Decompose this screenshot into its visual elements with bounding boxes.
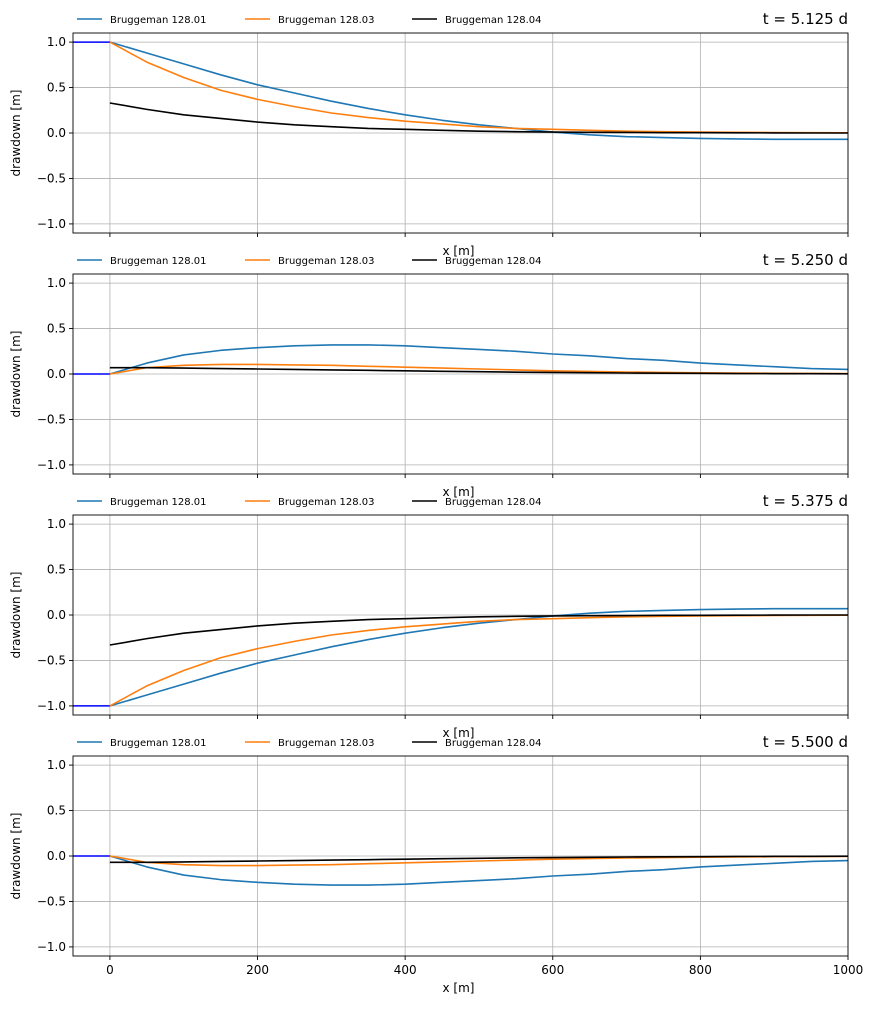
y-axis-label: drawdown [m] — [9, 813, 23, 900]
x-axis-label: x [m] — [443, 981, 475, 995]
series-line-3 — [109, 855, 848, 864]
x-tick-label: 1000 — [833, 963, 864, 977]
y-tick-label: 0.5 — [47, 563, 66, 577]
series-line-3 — [109, 366, 848, 375]
y-tick-label: 0.0 — [47, 849, 66, 863]
y-axis-label: drawdown [m] — [9, 572, 23, 659]
y-tick-label: −0.5 — [37, 171, 66, 185]
series-line-3 — [109, 614, 848, 646]
series-line-1 — [109, 607, 848, 707]
legend-label: Bruggeman 128.04 — [445, 15, 542, 26]
panel-4: 0 200 400 600 800 1000 −1.0 −0.5 0.0 0.5 1.0 x [m] d… — [9, 733, 863, 995]
legend-label: Bruggeman 128.03 — [278, 256, 375, 267]
y-tick-label: 0.5 — [47, 804, 66, 818]
x-tick-label: 0 — [106, 963, 114, 977]
x-tick-label: 200 — [246, 963, 269, 977]
y-tick-label: 0.0 — [47, 367, 66, 381]
y-axis-label: drawdown [m] — [9, 331, 23, 418]
panel-title: t = 5.125 d — [763, 10, 848, 28]
legend-label: Bruggeman 128.04 — [445, 497, 542, 508]
y-tick-label: −0.5 — [37, 894, 66, 908]
x-tick-label: 600 — [541, 963, 564, 977]
legend-label: Bruggeman 128.01 — [110, 497, 207, 508]
x-tick-label: 400 — [394, 963, 417, 977]
y-tick-label: −1.0 — [37, 217, 66, 231]
series-line-1 — [109, 344, 848, 375]
y-tick-label: 1.0 — [47, 758, 66, 772]
y-tick-label: 1.0 — [47, 35, 66, 49]
y-tick-label: 0.0 — [47, 608, 66, 622]
y-tick-label: −1.0 — [37, 940, 66, 954]
legend-label: Bruggeman 128.04 — [445, 738, 542, 749]
legend-label: Bruggeman 128.01 — [110, 15, 207, 26]
panel-1: −1.0 −0.5 0.0 0.5 1.0 x [m] drawdown [m] t = 5.… — [9, 10, 849, 258]
panel-title: t = 5.375 d — [763, 492, 848, 510]
series-line-1 — [109, 855, 848, 886]
y-tick-label: 0.0 — [47, 126, 66, 140]
panel-3: −1.0 −0.5 0.0 0.5 1.0 x [m] drawdown [m] t = 5.… — [9, 492, 849, 740]
y-tick-label: 1.0 — [47, 276, 66, 290]
y-tick-label: 1.0 — [47, 517, 66, 531]
y-tick-label: −1.0 — [37, 699, 66, 713]
panel-title: t = 5.250 d — [763, 251, 848, 269]
x-axis-label: x [m] — [443, 726, 475, 740]
legend-label: Bruggeman 128.03 — [278, 15, 375, 26]
x-tick-label: 800 — [689, 963, 712, 977]
y-axis-label: drawdown [m] — [9, 90, 23, 177]
panel-2: −1.0 −0.5 0.0 0.5 1.0 x [m] drawdown [m] t = 5.… — [9, 251, 849, 499]
y-tick-label: −0.5 — [37, 412, 66, 426]
y-tick-label: 0.5 — [47, 81, 66, 95]
panel-title: t = 5.500 d — [763, 733, 848, 751]
y-tick-label: −0.5 — [37, 653, 66, 667]
series-line-3 — [109, 102, 848, 134]
x-axis-label: x [m] — [443, 485, 475, 499]
legend-label: Bruggeman 128.03 — [278, 738, 375, 749]
legend-label: Bruggeman 128.01 — [110, 738, 207, 749]
legend-label: Bruggeman 128.01 — [110, 256, 207, 267]
y-tick-label: 0.5 — [47, 322, 66, 336]
y-tick-label: −1.0 — [37, 458, 66, 472]
legend-label: Bruggeman 128.04 — [445, 256, 542, 267]
legend-label: Bruggeman 128.03 — [278, 497, 375, 508]
series-line-1 — [109, 41, 848, 141]
x-axis-label: x [m] — [443, 244, 475, 258]
